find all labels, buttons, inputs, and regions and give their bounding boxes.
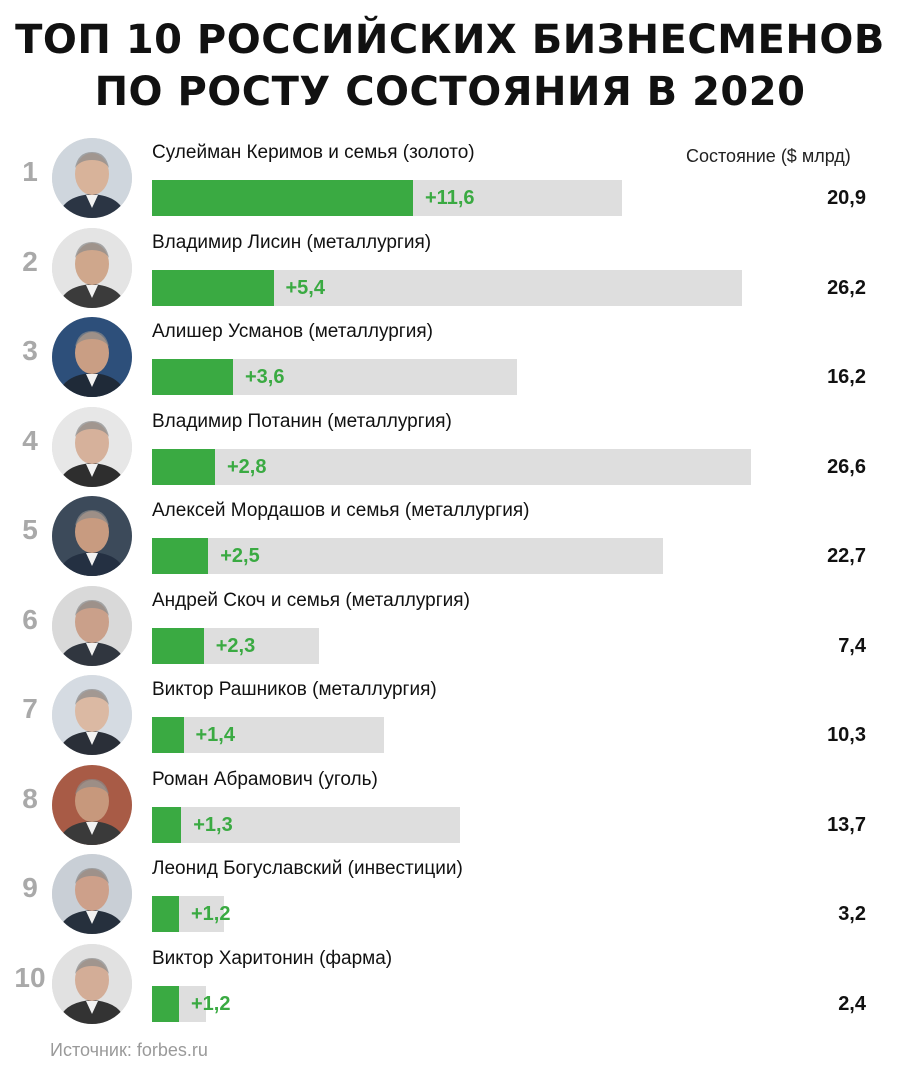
wealth-bar	[152, 717, 384, 753]
wealth-label: 10,3	[827, 724, 866, 746]
growth-label: +2,3	[215, 634, 256, 657]
person-name: Виктор Харитонин (фарма)	[152, 947, 393, 969]
list-item: 2 Владимир Лисин (металлургия) +5,4 26,2	[0, 226, 900, 316]
wealth-label: 26,2	[827, 276, 866, 299]
source-note: Источник: forbes.ru	[50, 1040, 208, 1060]
wealth-label: 7,4	[838, 634, 866, 657]
title-line-2: ПО РОСТУ СОСТОЯНИЯ В 2020	[94, 69, 806, 115]
person-icon	[52, 854, 132, 934]
rank-number: 9	[22, 872, 38, 903]
wealth-column-header: Состояние ($ млрд)	[686, 146, 851, 166]
avatar	[52, 675, 132, 755]
rank-number: 8	[22, 782, 38, 814]
growth-label: +1,2	[191, 992, 231, 1015]
list-item: 1 Сулейман Керимов и семья (золото) +11,6 2…	[0, 136, 900, 226]
avatar	[52, 406, 132, 487]
avatar	[52, 854, 132, 934]
list-item: 6 Андрей Скоч и семья (металлургия) +2,3 7,…	[0, 584, 900, 674]
title-line-1: ТОП 10 РОССИЙСКИХ БИЗНЕСМЕНОВ	[15, 17, 885, 63]
person-name: Алексей Мордашов и семья (металлургия)	[152, 500, 530, 521]
growth-bar	[152, 269, 274, 306]
list-item: 8 Роман Абрамович (уголь) +1,3 13,7	[0, 763, 900, 853]
rank-number: 5	[22, 514, 38, 545]
rank-number: 6	[22, 603, 38, 635]
growth-bar	[152, 627, 204, 664]
growth-label: +1,4	[195, 724, 235, 746]
person-icon	[52, 764, 132, 845]
growth-bar	[152, 985, 179, 1022]
person-icon	[52, 406, 132, 487]
growth-label: +1,3	[193, 813, 233, 836]
growth-label: +1,2	[191, 903, 231, 925]
growth-bar	[152, 538, 209, 574]
growth-label: +11,6	[425, 187, 475, 209]
avatar	[52, 317, 132, 397]
wealth-label: 22,7	[827, 545, 866, 567]
growth-bar	[152, 806, 182, 843]
person-name: Виктор Рашников (металлургия)	[152, 679, 437, 700]
growth-label: +3,6	[245, 366, 285, 388]
rank-number: 4	[22, 424, 38, 456]
person-icon	[52, 138, 132, 218]
list-item: 7 Виктор Рашников (металлургия) +1,4 10,3	[0, 673, 900, 763]
rank-number: 3	[22, 335, 38, 366]
list-item: 9 Леонид Богуславский (инвестиции) +1,2 3,2	[0, 852, 900, 942]
person-name: Роман Абрамович (уголь)	[152, 768, 378, 790]
wealth-label: 26,6	[827, 455, 866, 478]
growth-label: +2,8	[227, 455, 267, 478]
avatar	[52, 764, 132, 845]
growth-bar	[152, 180, 413, 216]
list-item: 4 Владимир Потанин (металлургия) +2,8 26,6	[0, 405, 900, 495]
chart-title: ТОП 10 РОССИЙСКИХ БИЗНЕСМЕНОВ ПО РОСТУ С…	[0, 14, 900, 118]
wealth-bar	[152, 538, 663, 574]
wealth-bar	[152, 448, 751, 485]
wealth-label: 13,7	[827, 813, 866, 836]
growth-label: +5,4	[285, 276, 325, 299]
rank-number: 7	[22, 693, 38, 724]
person-icon	[52, 496, 132, 576]
avatar	[52, 227, 132, 308]
wealth-label: 2,4	[838, 992, 866, 1015]
person-icon	[52, 943, 132, 1024]
avatar	[52, 943, 132, 1024]
wealth-label: 20,9	[827, 187, 866, 209]
person-icon	[52, 585, 132, 666]
person-name: Владимир Потанин (металлургия)	[152, 410, 452, 432]
person-name: Андрей Скоч и семья (металлургия)	[152, 589, 470, 611]
person-name: Алишер Усманов (металлургия)	[152, 321, 433, 342]
person-icon	[52, 317, 132, 397]
person-name: Леонид Богуславский (инвестиции)	[152, 858, 463, 879]
list-item: 5 Алексей Мордашов и семья (металлургия) +…	[0, 494, 900, 584]
avatar	[52, 138, 132, 218]
growth-bar	[152, 359, 233, 395]
wealth-bar	[152, 806, 461, 843]
growth-bar	[152, 896, 179, 932]
person-icon	[52, 675, 132, 755]
person-name: Сулейман Керимов и семья (золото)	[152, 142, 475, 163]
avatar	[52, 496, 132, 576]
wealth-label: 3,2	[838, 903, 866, 925]
list-item: 3 Алишер Усманов (металлургия) +3,6 16,2	[0, 315, 900, 405]
wealth-label: 16,2	[827, 366, 866, 388]
rank-number: 10	[14, 961, 46, 993]
rank-number: 1	[22, 156, 38, 187]
person-icon	[52, 227, 132, 308]
person-name: Владимир Лисин (металлургия)	[152, 231, 432, 253]
avatar	[52, 585, 132, 666]
growth-bar	[152, 717, 184, 753]
growth-label: +2,5	[220, 545, 260, 567]
rank-number: 2	[22, 245, 38, 277]
list-item: 10 Виктор Харитонин (фарма) +1,2 2,4	[0, 942, 900, 1032]
growth-bar	[152, 448, 215, 485]
